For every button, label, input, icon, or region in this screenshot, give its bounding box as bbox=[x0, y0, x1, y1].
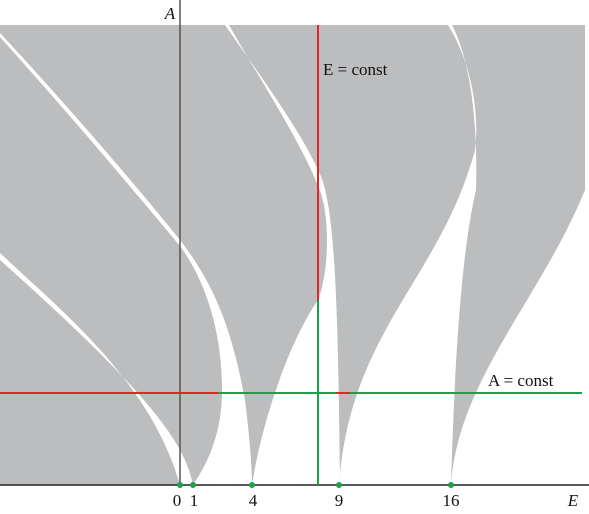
tick-dot bbox=[190, 482, 196, 488]
unstable-tongue bbox=[225, 25, 340, 485]
unstable-regions bbox=[0, 25, 585, 485]
const-lines bbox=[0, 25, 582, 485]
y-axis-label: A bbox=[164, 4, 176, 23]
tick-dot bbox=[336, 482, 342, 488]
unstable-tongue bbox=[0, 253, 193, 485]
annotation: A = const bbox=[488, 371, 554, 390]
x-axis-label: E bbox=[567, 491, 579, 510]
tick-dot bbox=[177, 482, 183, 488]
tick-dot bbox=[448, 482, 454, 488]
unstable-tongue bbox=[451, 190, 585, 485]
tick-label: 16 bbox=[443, 491, 460, 510]
tick-dots bbox=[177, 482, 454, 488]
annotation: E = const bbox=[323, 60, 388, 79]
tick-label: 4 bbox=[249, 491, 258, 510]
tick-label: 0 bbox=[173, 491, 182, 510]
unstable-tongue bbox=[0, 33, 252, 485]
tick-label: 9 bbox=[335, 491, 344, 510]
tick-label: 1 bbox=[190, 491, 199, 510]
unstable-tongue bbox=[339, 25, 477, 485]
tick-dot bbox=[249, 482, 255, 488]
